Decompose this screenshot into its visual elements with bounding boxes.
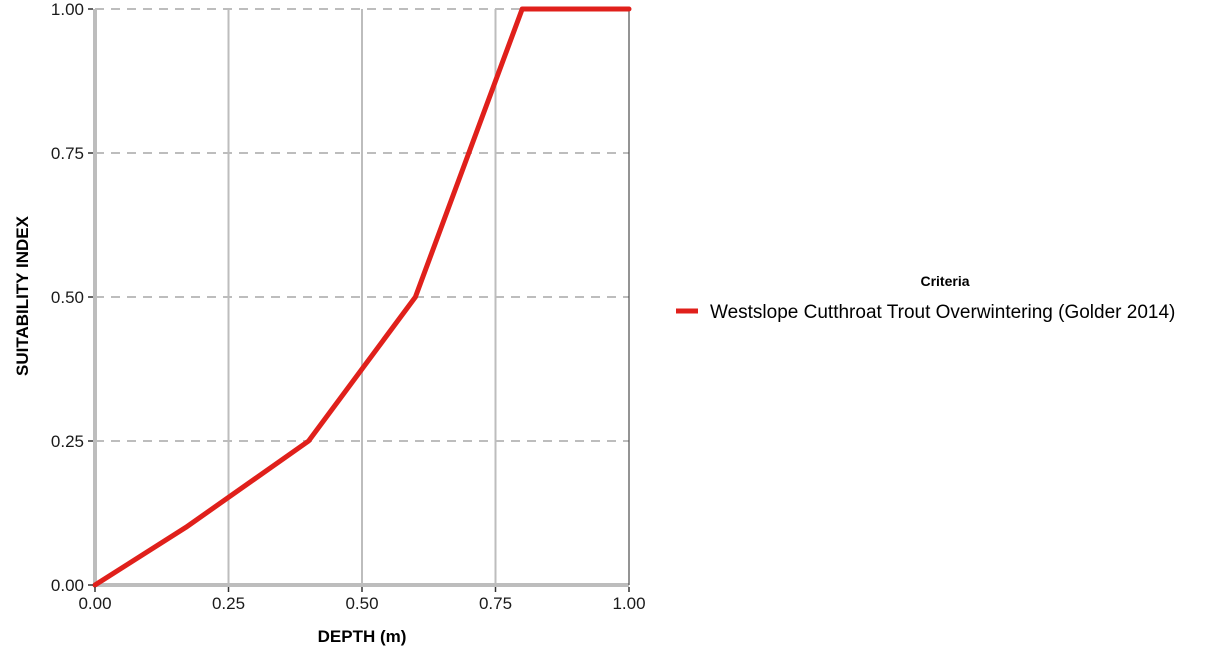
- grid-layer: [95, 8, 629, 585]
- legend-label: Westslope Cutthroat Trout Overwintering …: [710, 302, 1175, 323]
- x-tick-label: 1.00: [612, 594, 645, 613]
- legend-title: Criteria: [920, 273, 969, 289]
- x-tick-label: 0.25: [212, 594, 245, 613]
- legend: Criteria Westslope Cutthroat Trout Overw…: [676, 273, 1175, 323]
- tick-labels: 0.00 0.25 0.50 0.75 1.00 0.00 0.25 0.50 0.75 1.00: [51, 0, 646, 613]
- series-layer: [92, 6, 632, 588]
- x-tick-label: 0.75: [479, 594, 512, 613]
- y-tick-label: 0.25: [51, 432, 84, 451]
- y-tick-label: 1.00: [51, 0, 84, 19]
- y-tick-label: 0.50: [51, 288, 84, 307]
- x-axis-title: DEPTH (m): [318, 627, 407, 646]
- y-axis-title: SUITABILITY INDEX: [13, 215, 32, 376]
- y-tick-label: 0.00: [51, 576, 84, 595]
- x-tick-label: 0.50: [345, 594, 378, 613]
- plot-frame: [93, 9, 630, 587]
- x-tick-label: 0.00: [78, 594, 111, 613]
- series-line: [92, 6, 632, 588]
- y-tick-label: 0.75: [51, 144, 84, 163]
